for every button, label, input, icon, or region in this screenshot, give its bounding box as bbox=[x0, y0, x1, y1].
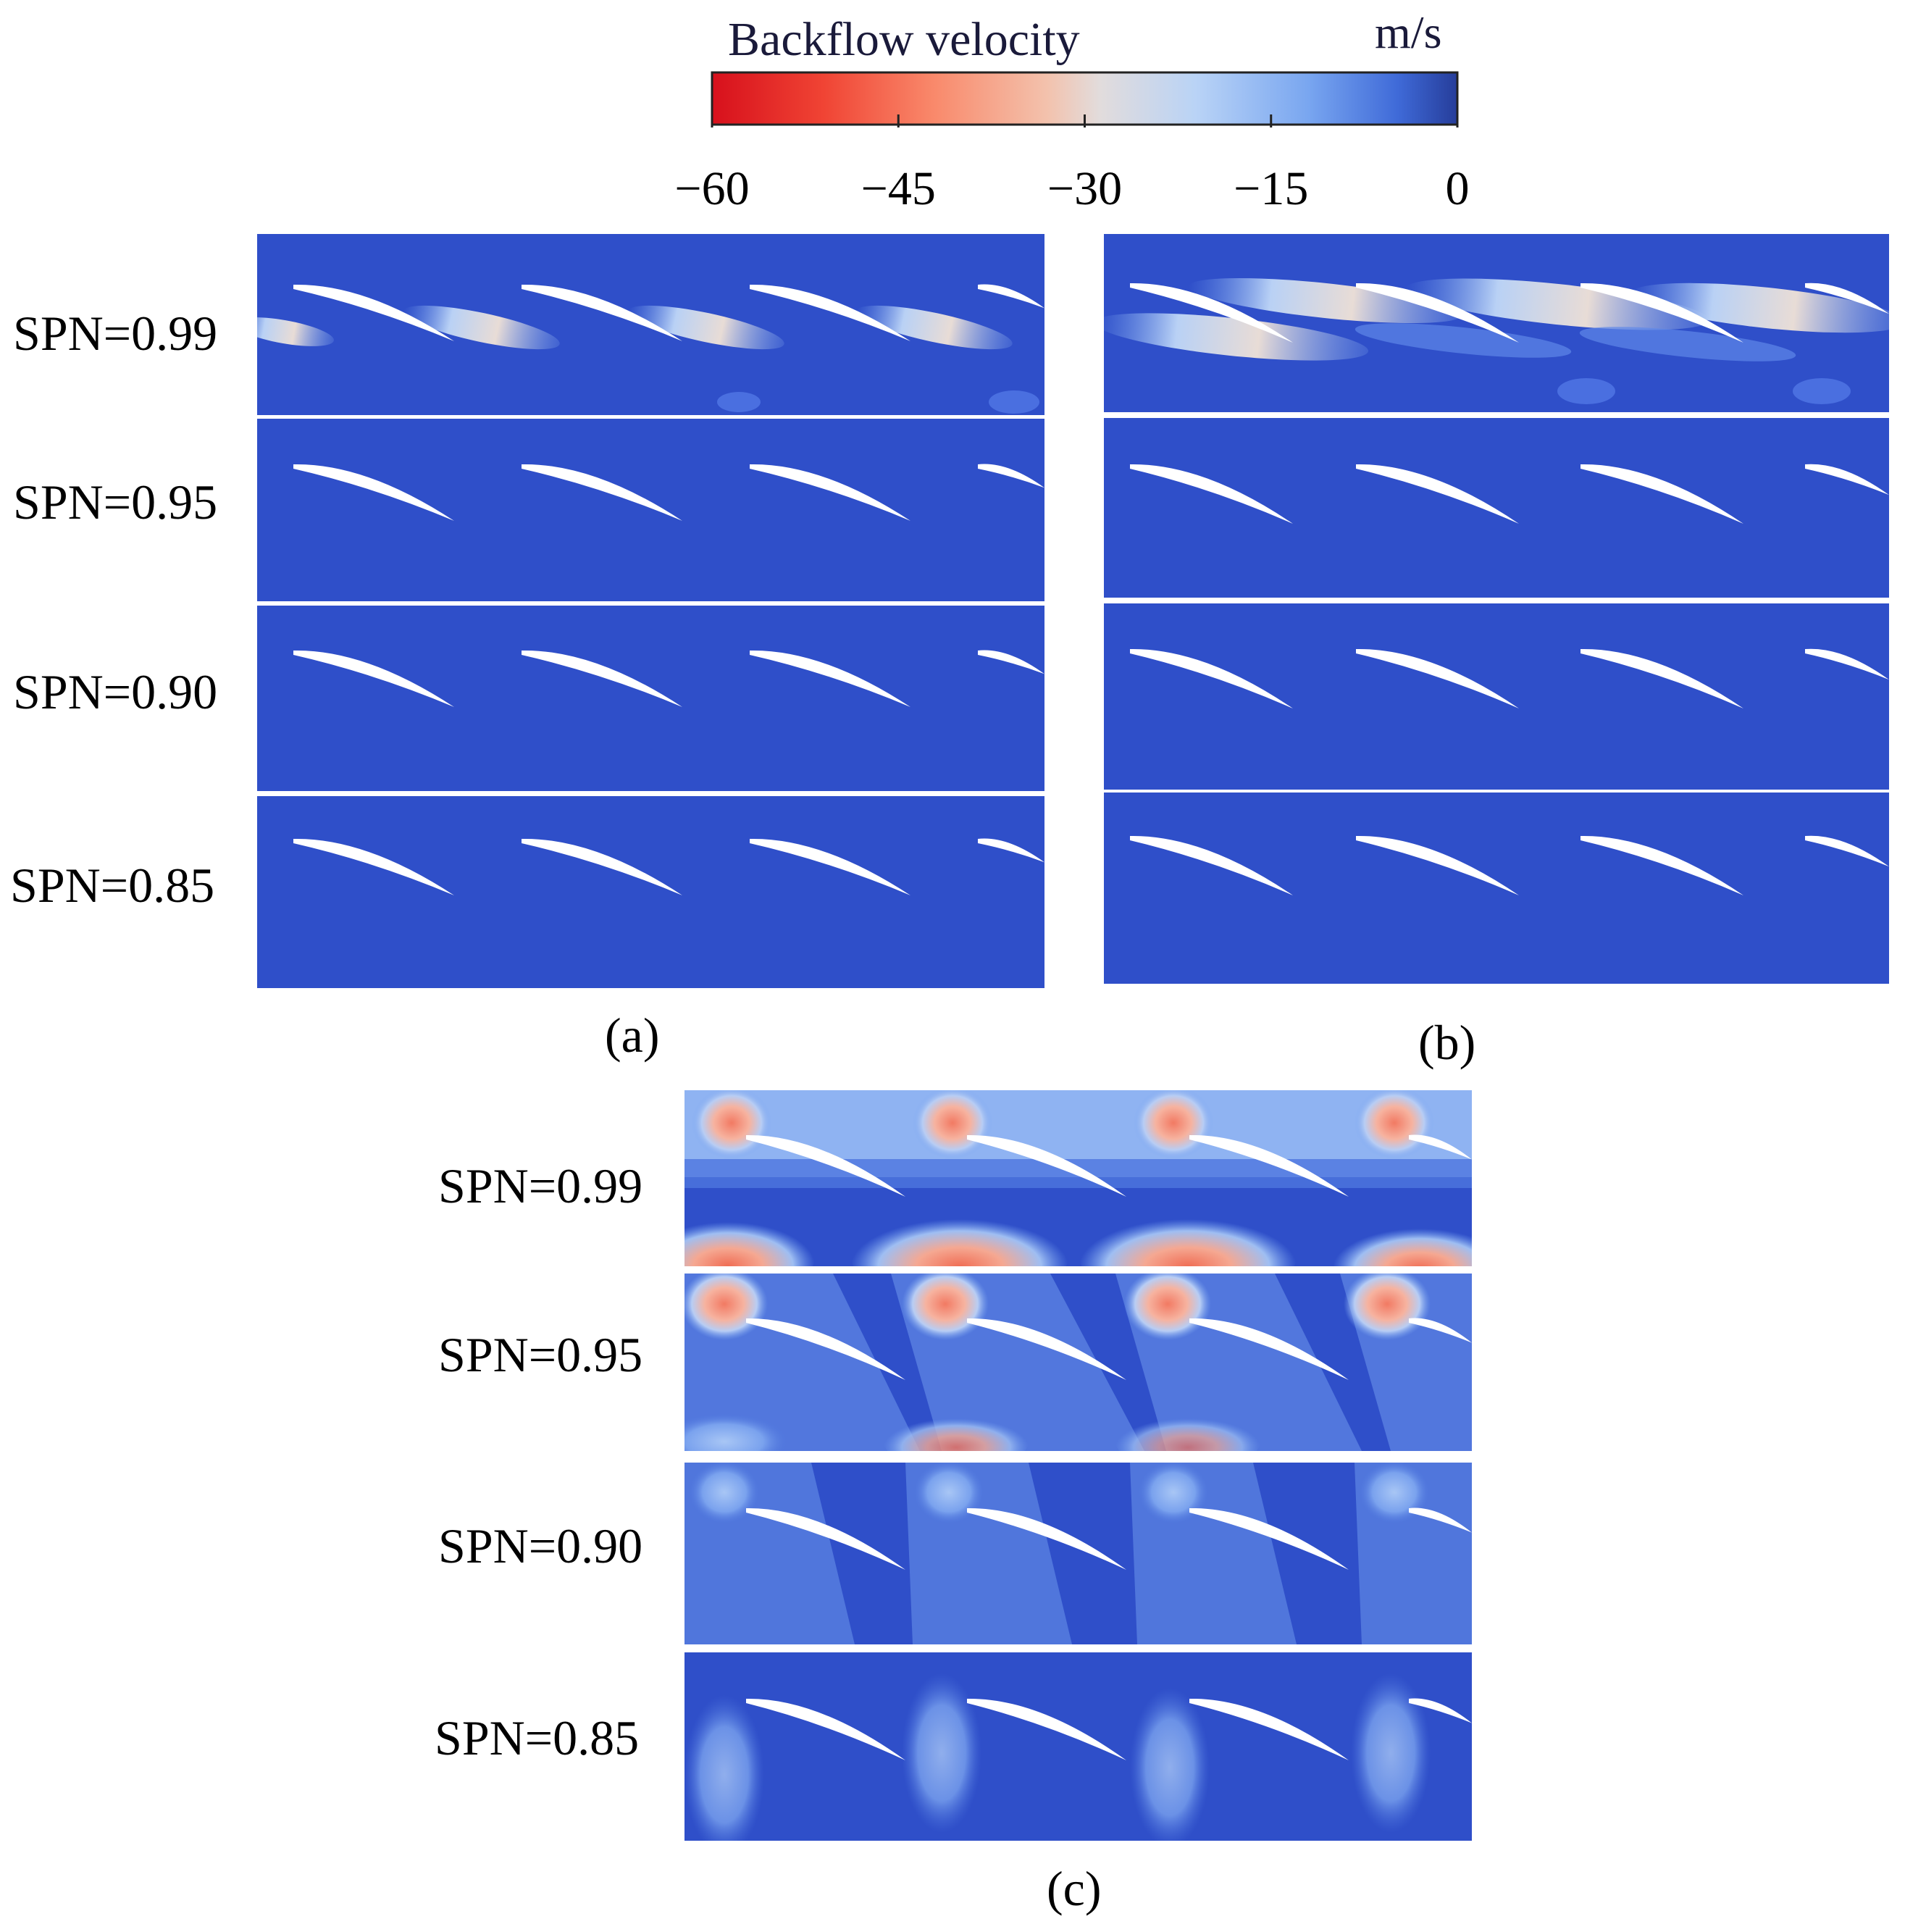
blade bbox=[1189, 1698, 1349, 1760]
panel-c-caption: (c) bbox=[1047, 1861, 1101, 1916]
blade bbox=[1805, 648, 1889, 680]
blade bbox=[1580, 648, 1743, 708]
blade bbox=[978, 464, 1044, 488]
colorbar-title: Backflow velocity bbox=[728, 13, 1080, 66]
blade bbox=[522, 838, 682, 895]
panel-c-blades bbox=[746, 1134, 1472, 1760]
blade bbox=[1409, 1134, 1472, 1160]
panel-a-blades bbox=[293, 284, 1044, 895]
blade bbox=[746, 1698, 905, 1760]
panel-a-label-spn-099: SPN=0.99 bbox=[13, 306, 217, 361]
blade bbox=[1409, 1507, 1472, 1533]
blade bbox=[746, 1507, 905, 1570]
panel-c-label-spn-095: SPN=0.95 bbox=[438, 1327, 642, 1382]
blade bbox=[746, 1134, 905, 1197]
colorbar-ticks: −60 −45 −30 −15 0 bbox=[674, 114, 1470, 215]
blade bbox=[1356, 464, 1519, 524]
colorbar-tick-label: −45 bbox=[861, 162, 936, 215]
blade bbox=[967, 1134, 1126, 1197]
panel-b-caption: (b) bbox=[1418, 1015, 1475, 1070]
colorbar-unit: m/s bbox=[1375, 7, 1441, 58]
blade bbox=[293, 284, 454, 341]
colorbar-tick-label: −60 bbox=[674, 162, 749, 215]
blade bbox=[1356, 283, 1519, 343]
blade bbox=[750, 650, 910, 707]
panel-a-row-spn-090 bbox=[257, 606, 1044, 791]
panel-b-row-spn-095 bbox=[1104, 418, 1889, 598]
blade bbox=[1356, 835, 1519, 895]
blade bbox=[293, 650, 454, 707]
panel-a-row-spn-095 bbox=[257, 419, 1044, 601]
blade bbox=[1130, 283, 1293, 343]
blade bbox=[746, 1318, 905, 1380]
blade bbox=[1130, 835, 1293, 895]
blade bbox=[978, 284, 1044, 309]
panel-c-row1-field bbox=[684, 1274, 1472, 1451]
panel-a-label-spn-090: SPN=0.90 bbox=[13, 664, 217, 719]
blade bbox=[522, 464, 682, 521]
blade bbox=[978, 650, 1044, 674]
panel-a-backflow-streaks bbox=[257, 305, 1039, 414]
blade bbox=[293, 464, 454, 521]
panel-c-row0-field bbox=[684, 1090, 1472, 1266]
panel-c: SPN=0.99 SPN=0.95 SPN=0.90 SPN=0.85 (c) bbox=[435, 1090, 1472, 1916]
panel-a-label-spn-085: SPN=0.85 bbox=[10, 858, 214, 913]
blade bbox=[1130, 648, 1293, 708]
blade bbox=[1580, 464, 1743, 524]
panel-b: (b) bbox=[1104, 234, 1889, 1070]
colorbar-tick-label: −30 bbox=[1047, 162, 1122, 215]
panel-b-backflow-streaks bbox=[1104, 277, 1889, 404]
panel-c-label-spn-099: SPN=0.99 bbox=[438, 1158, 642, 1213]
panel-c-row-spn-085 bbox=[684, 1652, 1472, 1841]
blade bbox=[522, 650, 682, 707]
panel-b-row-spn-085 bbox=[1104, 793, 1889, 984]
panel-c-label-spn-090: SPN=0.90 bbox=[438, 1518, 642, 1573]
blade bbox=[967, 1698, 1126, 1760]
blade bbox=[1189, 1507, 1349, 1570]
panel-a-caption: (a) bbox=[605, 1008, 659, 1063]
blade bbox=[1805, 835, 1889, 867]
blade bbox=[1189, 1318, 1349, 1380]
blade bbox=[522, 284, 682, 341]
blade bbox=[1805, 464, 1889, 495]
blade bbox=[1189, 1134, 1349, 1197]
colorbar-tick-label: 0 bbox=[1446, 162, 1470, 215]
panel-a: SPN=0.99 SPN=0.95 SPN=0.90 SPN=0.85 (a) bbox=[10, 234, 1044, 1063]
blade bbox=[1409, 1318, 1472, 1343]
panel-a-label-spn-095: SPN=0.95 bbox=[13, 474, 217, 530]
blade bbox=[750, 464, 910, 521]
blade bbox=[293, 838, 454, 895]
colorbar: Backflow velocity m/s −60 −45 −30 −15 0 bbox=[674, 7, 1469, 215]
blade bbox=[750, 284, 910, 341]
blade bbox=[1130, 464, 1293, 524]
panel-c-label-spn-085: SPN=0.85 bbox=[435, 1710, 639, 1765]
colorbar-tick-label: −15 bbox=[1234, 162, 1308, 215]
panel-c-row3-field bbox=[684, 1673, 1431, 1841]
blade bbox=[1356, 648, 1519, 708]
blade bbox=[1805, 283, 1889, 314]
blade bbox=[978, 838, 1044, 863]
blade bbox=[750, 838, 910, 895]
blade bbox=[967, 1507, 1126, 1570]
panel-a-row-spn-085 bbox=[257, 796, 1044, 988]
blade bbox=[1409, 1698, 1472, 1723]
blade bbox=[967, 1318, 1126, 1380]
panel-b-blades bbox=[1130, 283, 1889, 895]
blade bbox=[1580, 283, 1743, 343]
blade bbox=[1580, 835, 1743, 895]
panel-c-row2-field bbox=[684, 1463, 1472, 1644]
